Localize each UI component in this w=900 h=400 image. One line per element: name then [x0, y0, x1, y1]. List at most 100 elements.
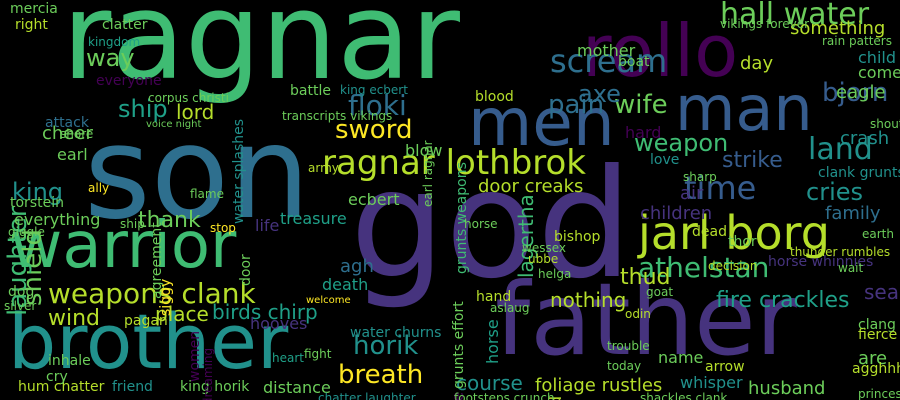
- word-bjorn: bjorn: [822, 78, 889, 108]
- word-ragnar-lothbrok: ragnar lothbrok: [322, 143, 586, 183]
- word-everything: everything: [14, 210, 101, 229]
- word-child: child: [858, 48, 896, 67]
- word-hall-water: hall water: [720, 0, 870, 32]
- word-horse: horse: [464, 217, 498, 231]
- word-husband: husband: [748, 378, 826, 399]
- word-door-creaks: door creaks: [478, 176, 584, 197]
- word-odin: odin: [625, 307, 651, 321]
- word-time: time: [684, 169, 757, 207]
- word-man: man: [675, 72, 813, 145]
- word-breath: breath: [338, 360, 424, 390]
- word-wind: wind: [48, 306, 101, 331]
- word-are: are: [858, 348, 888, 369]
- word-princess: princess: [858, 387, 900, 400]
- word-corpus-christi: corpus christi: [148, 91, 229, 105]
- word-scream: scream: [550, 42, 668, 80]
- word-name: name: [658, 348, 704, 367]
- word-lord: lord: [176, 100, 215, 124]
- word-transcripts-vikings: transcripts vikings: [282, 109, 393, 123]
- word-army: army: [308, 161, 339, 175]
- word-ubbe: ubbe: [528, 252, 559, 266]
- word-siggy: siggy: [158, 278, 174, 316]
- word-shackles-clank: shackles clank: [640, 391, 728, 400]
- word-children: children: [640, 203, 713, 224]
- word-men: men: [468, 84, 615, 161]
- word-attack: attack: [45, 115, 89, 131]
- word-come: come: [858, 63, 900, 82]
- word-chatter-laughter: chatter laughter: [318, 391, 416, 400]
- word-hand: hand: [476, 289, 512, 305]
- word-pagan: pagan: [124, 313, 168, 329]
- word-fire-crackles: fire crackles: [716, 288, 850, 313]
- word-right: right: [15, 17, 48, 33]
- word-something: something: [790, 18, 886, 39]
- word-land: land: [808, 132, 873, 167]
- word-giggle: giggle: [8, 225, 45, 239]
- word-sea: sea: [864, 280, 899, 304]
- word-king-horik: king horik: [180, 379, 250, 395]
- word-rollo: rollo: [582, 9, 739, 93]
- word-eagle: eagle: [836, 82, 886, 103]
- word-earl: earl: [57, 145, 88, 164]
- word-grunts-effort: grunts effort: [451, 301, 467, 389]
- word-forever-dreaming: forever dreaming: [201, 347, 215, 400]
- word-warrior: warrior: [10, 209, 237, 283]
- word-heart: heart: [272, 351, 304, 365]
- word-way: way: [86, 44, 135, 72]
- word-torstein: torstein: [10, 195, 64, 211]
- word-dead: dead: [692, 224, 727, 240]
- word-today: today: [607, 359, 642, 373]
- word-decision: decision: [708, 259, 758, 273]
- word-arrow: arrow: [705, 359, 745, 375]
- word-god: god: [350, 138, 633, 312]
- word-foliage-rustles: foliage rustles: [535, 375, 663, 396]
- word-thud: thud: [620, 265, 671, 290]
- word-ally: ally: [88, 181, 110, 195]
- word-boat: boat: [618, 54, 650, 70]
- word-wait: wait: [838, 261, 864, 275]
- word-flame: flame: [190, 187, 224, 201]
- word-weapon: weapon: [634, 129, 729, 157]
- word-father: father: [495, 261, 797, 378]
- word-family: family: [825, 203, 881, 224]
- word-wessex: wessex: [522, 241, 566, 255]
- word-shore: shore: [60, 127, 94, 141]
- word-axe: axe: [578, 80, 621, 108]
- word-friend: friend: [112, 379, 153, 395]
- word-voice-night: voice night: [146, 119, 202, 130]
- word-course: course: [456, 371, 523, 395]
- word-king-ecbert: king ecbert: [340, 83, 408, 97]
- word-jarl-borg: jarl borg: [638, 206, 830, 260]
- word-women: women: [187, 330, 203, 382]
- word-rain-patters: rain patters: [822, 34, 892, 48]
- word-thunder-rumbles: thunder rumbles: [790, 245, 891, 259]
- word-fight: fight: [304, 347, 332, 361]
- word-place: place: [155, 302, 209, 326]
- word-treasure: treasure: [280, 209, 347, 228]
- word-thank: thank: [138, 208, 201, 233]
- word-clank-grunts: clank grunts: [818, 165, 900, 181]
- word-horse-whinnies: horse whinnies: [768, 254, 874, 270]
- word-inhale: inhale: [48, 353, 91, 369]
- word-cries: cries: [806, 178, 863, 206]
- word-whisper: whisper: [680, 373, 743, 392]
- word-silver: silver: [4, 299, 37, 313]
- word-pain: pain: [548, 90, 605, 120]
- word-stop: stop: [210, 221, 236, 235]
- word-ship: ship: [120, 217, 145, 231]
- word-brother: brother: [8, 297, 289, 386]
- word-footsteps-crunch: footsteps crunch: [454, 391, 555, 400]
- word-mercia: mercia: [10, 1, 58, 17]
- word-thor: thor: [728, 234, 757, 250]
- word-sharp: sharp: [683, 170, 717, 184]
- word-clang: clang: [858, 317, 896, 333]
- word-clatter: clatter: [102, 17, 148, 33]
- word-mother: mother: [577, 41, 636, 60]
- word-day: day: [740, 53, 774, 74]
- word-vikings-forever: vikings forever: [720, 17, 810, 31]
- word-son: son: [84, 99, 311, 248]
- word-wife: wife: [614, 90, 668, 120]
- word-hooves: hooves: [250, 314, 308, 333]
- word-horik: horik: [353, 331, 419, 361]
